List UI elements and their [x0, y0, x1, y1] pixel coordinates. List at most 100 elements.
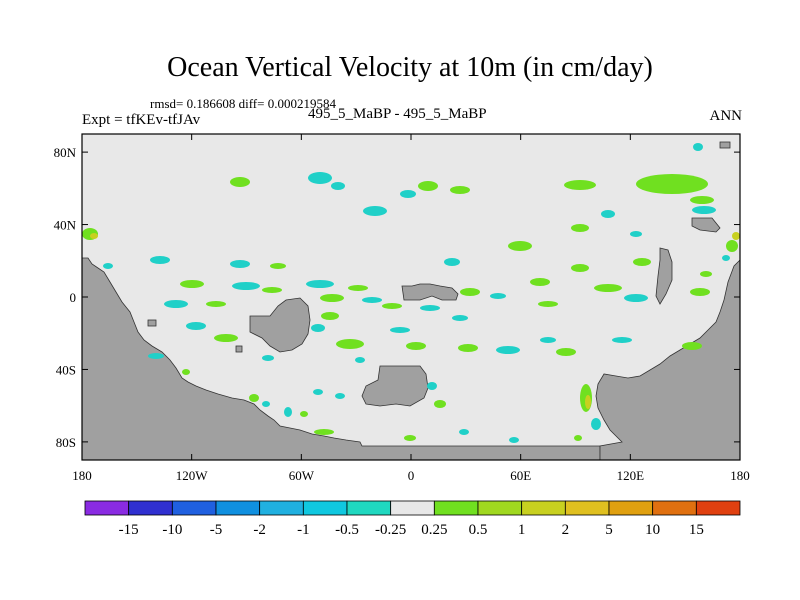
green-patch [700, 271, 712, 277]
yellow-patch [90, 233, 98, 239]
cyan-patch [427, 382, 437, 390]
cyan-patch [540, 337, 556, 343]
green-patch [571, 264, 589, 272]
cyan-patch [601, 210, 615, 218]
land-ne-island [691, 217, 721, 233]
x-tick-label: 60W [289, 468, 315, 483]
x-tick-label: 0 [408, 468, 415, 483]
land-atlantic-island [249, 297, 311, 353]
colorbar-swatch [433, 500, 479, 516]
colorbar-label: -5 [210, 522, 223, 538]
land-small-west [147, 319, 157, 327]
green-patch [314, 429, 334, 435]
cyan-patch [444, 258, 460, 266]
land-small-arctic [719, 141, 731, 149]
green-patch [682, 342, 702, 350]
green-patch [564, 180, 596, 190]
cyan-patch [496, 346, 520, 354]
cyan-patch [103, 263, 113, 269]
y-tick-label: 80S [56, 435, 76, 450]
green-patch [404, 435, 416, 441]
colorbar-swatch [128, 500, 173, 516]
cyan-patch [693, 143, 703, 151]
y-tick-label: 40N [54, 218, 77, 233]
green-patch [450, 186, 470, 194]
colorbar-label: -15 [119, 522, 139, 538]
green-patch [571, 224, 589, 232]
x-tick-label: 120W [176, 468, 209, 483]
experiment-label: Expt = tfKEv-tfJAv [82, 112, 201, 128]
colorbar-swatch [521, 500, 566, 516]
land-small-south [235, 345, 243, 353]
green-patch [270, 263, 286, 269]
cyan-patch [612, 337, 632, 343]
cyan-patch [400, 190, 416, 198]
colorbar-swatch [171, 500, 217, 516]
cyan-patch [262, 401, 270, 407]
x-tick-label: 120E [617, 468, 645, 483]
x-tick-label: 60E [510, 468, 531, 483]
cyan-patch [490, 293, 506, 299]
land-masses [81, 141, 741, 461]
yellow-patch [585, 395, 591, 409]
colorbar-swatch [652, 500, 697, 516]
cyan-patch [624, 294, 648, 302]
cyan-patch [363, 206, 387, 216]
x-tick-label: 180 [730, 468, 750, 483]
green-patch [249, 394, 259, 402]
y-tick-label: 80N [54, 145, 77, 160]
green-patch [321, 312, 339, 320]
y-tick-label: 40S [56, 362, 76, 377]
colorbar: -15 -10 -5 -2 -1 -0.5 -0.25 0.25 0.5 1 2 5 10 15 [84, 500, 741, 538]
colorbar-swatch [215, 500, 261, 516]
case-label: 495_5_MaBP - 495_5_MaBP [308, 106, 487, 122]
velocity-patches [82, 143, 740, 443]
colorbar-swatch [608, 500, 654, 516]
green-patch [300, 411, 308, 417]
colorbar-label: 10 [645, 522, 660, 538]
colorbar-swatch [695, 500, 741, 516]
colorbar-label: 1 [518, 522, 526, 538]
cyan-patch [186, 322, 206, 330]
green-patch [418, 181, 438, 191]
green-patch [530, 278, 550, 286]
cyan-patch [591, 418, 601, 430]
green-patch [382, 303, 402, 309]
colorbar-label: -2 [253, 522, 266, 538]
cyan-patch [459, 429, 469, 435]
land-east-continent [595, 259, 741, 461]
cyan-patch [722, 255, 730, 261]
green-patch [182, 369, 190, 375]
cyan-patch [362, 297, 382, 303]
cyan-patch [230, 260, 250, 268]
colorbar-label: -0.5 [335, 522, 359, 538]
colorbar-label: 2 [562, 522, 570, 538]
colorbar-swatch [564, 500, 610, 516]
green-patch [538, 301, 558, 307]
cyan-patch [262, 355, 274, 361]
colorbar-label: 5 [605, 522, 613, 538]
colorbar-label: -1 [297, 522, 310, 538]
cyan-patch [335, 393, 345, 399]
green-patch [434, 400, 446, 408]
cyan-patch [331, 182, 345, 190]
green-patch [594, 284, 622, 292]
green-patch [180, 280, 204, 288]
season-label: ANN [709, 108, 743, 124]
green-patch [556, 348, 576, 356]
green-patch [230, 177, 250, 187]
cyan-patch [308, 172, 332, 184]
land-african-block [401, 283, 459, 301]
green-patch [574, 435, 582, 441]
colorbar-swatch [302, 500, 348, 516]
colorbar-label: -10 [162, 522, 182, 538]
green-patch [726, 240, 738, 252]
green-patch [262, 287, 282, 293]
axis-ticks: 180 120W 60W 0 60E 120E 180 80N 40N 0 40S 80S [54, 134, 750, 483]
plot-title: Ocean Vertical Velocity at 10m (in cm/da… [167, 52, 653, 83]
cyan-patch [311, 324, 325, 332]
stats-text: rmsd= 0.186608 diff= 0.000219584 [150, 96, 336, 111]
colorbar-label: -0.25 [375, 522, 406, 538]
land-west-americas [81, 257, 601, 461]
green-patch [508, 241, 532, 251]
